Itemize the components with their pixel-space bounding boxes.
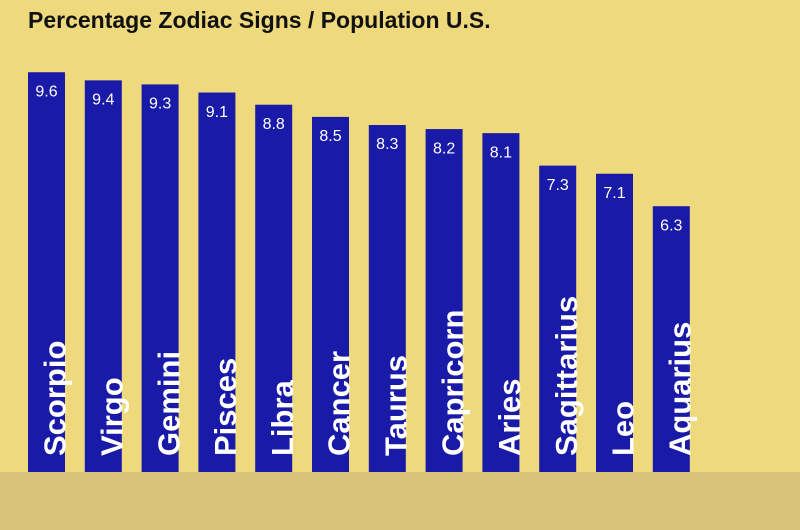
value-label: 8.2 (433, 140, 455, 157)
bar (141, 84, 179, 473)
bar (596, 173, 633, 473)
bar (312, 116, 349, 473)
bar (255, 104, 293, 472)
chart-title: Percentage Zodiac Signs / Population U.S… (28, 7, 491, 33)
category-label: Leo (606, 401, 641, 456)
category-label: Aquarius (662, 322, 697, 456)
value-label: 8.3 (376, 136, 398, 153)
value-label: 8.5 (319, 128, 341, 145)
value-label: 9.6 (35, 83, 57, 100)
category-label: Taurus (378, 355, 413, 456)
category-label: Aries (492, 378, 527, 456)
value-label: 8.1 (490, 144, 512, 161)
category-label: Libra (265, 379, 300, 456)
value-label: 6.3 (660, 217, 682, 234)
value-label: 7.1 (603, 185, 625, 202)
category-label: Sagittarius (549, 296, 584, 456)
value-label: 9.4 (92, 92, 114, 109)
value-label: 9.3 (149, 96, 171, 113)
bar (652, 206, 690, 472)
value-label: 8.8 (263, 116, 285, 133)
value-label: 9.1 (206, 104, 228, 121)
bar (28, 72, 65, 473)
category-label: Pisces (208, 358, 243, 456)
category-label: Scorpio (38, 341, 73, 456)
bar (482, 133, 520, 472)
bar (198, 92, 236, 472)
category-label: Capricorn (435, 310, 470, 456)
category-label: Gemini (151, 351, 186, 456)
value-label: 7.3 (547, 177, 569, 194)
bar (84, 80, 122, 473)
floor (0, 472, 800, 530)
bar (425, 129, 463, 472)
category-label: Cancer (322, 351, 357, 456)
bar (368, 125, 406, 473)
category-label: Virgo (94, 377, 129, 456)
bar (539, 165, 577, 472)
